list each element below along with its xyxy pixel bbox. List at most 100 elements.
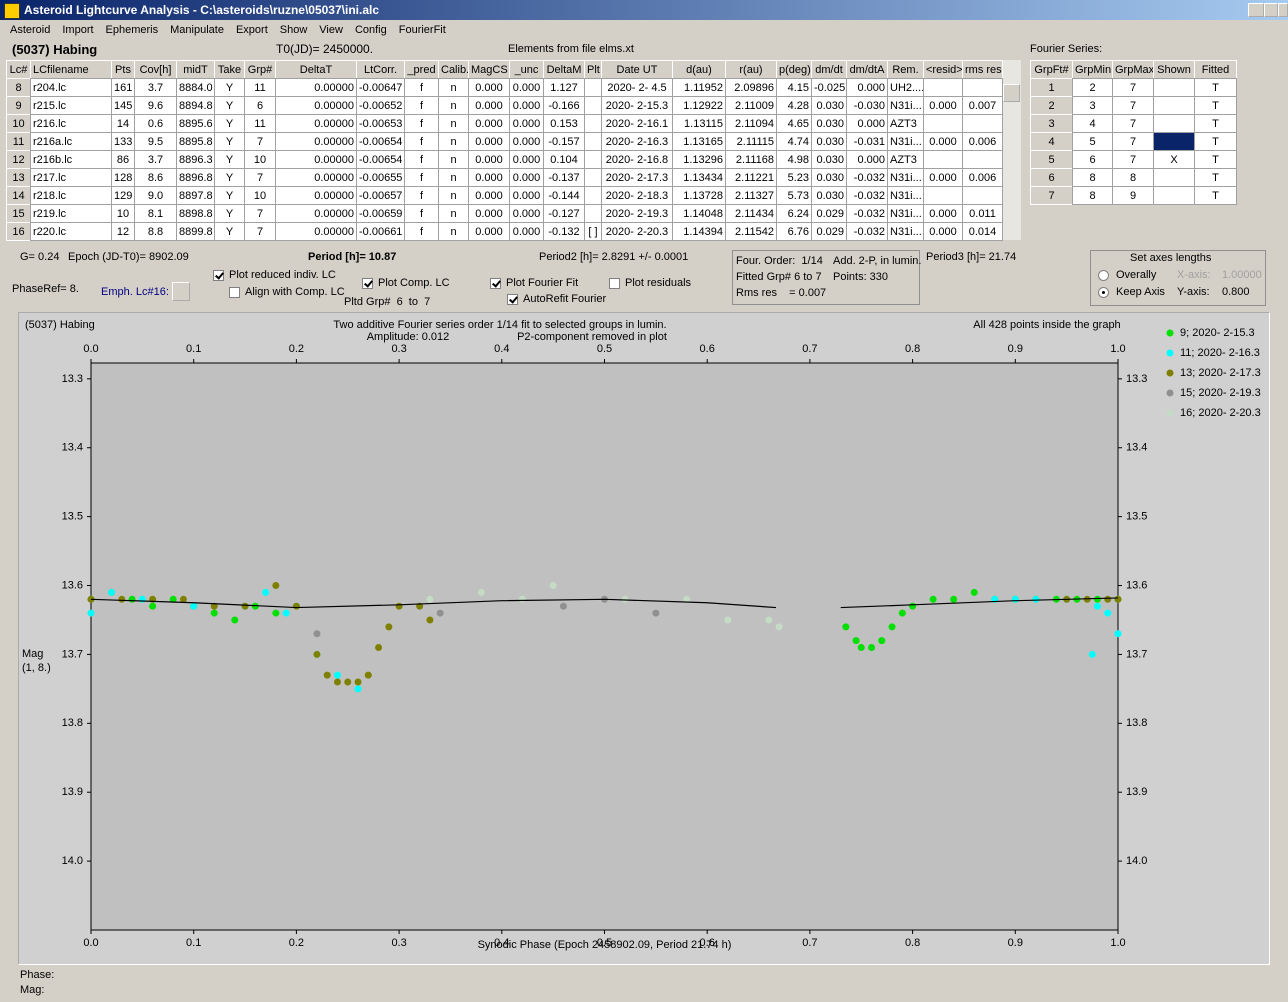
column-header[interactable]: Shown <box>1153 60 1195 79</box>
cell[interactable]: 0.007 <box>962 96 1003 115</box>
cell[interactable]: 1.127 <box>543 78 585 97</box>
column-header[interactable]: dm/dtA <box>846 60 888 79</box>
cell[interactable]: N31i... <box>887 204 924 223</box>
cell[interactable]: Y <box>214 150 245 169</box>
cell[interactable]: 3.7 <box>134 78 177 97</box>
cell[interactable]: 1.12922 <box>672 96 726 115</box>
cell[interactable]: 2.11009 <box>725 96 777 115</box>
cell[interactable] <box>584 168 602 187</box>
cell[interactable] <box>962 150 1003 169</box>
row-header[interactable]: 15 <box>6 204 31 223</box>
cell[interactable]: Y <box>214 78 245 97</box>
cell[interactable]: T <box>1194 168 1237 187</box>
cell[interactable]: 8894.8 <box>176 96 215 115</box>
radio[interactable] <box>1098 287 1109 298</box>
cell[interactable]: -0.032 <box>846 186 888 205</box>
cell[interactable]: 2.11221 <box>725 168 777 187</box>
cell[interactable]: 86 <box>111 150 135 169</box>
cell[interactable]: 0.00000 <box>275 150 357 169</box>
cell[interactable]: T <box>1194 96 1237 115</box>
column-header[interactable]: rms res <box>962 60 1003 79</box>
row-header[interactable]: 6 <box>1030 168 1073 187</box>
column-header[interactable]: <resid> <box>923 60 963 79</box>
cell[interactable]: 0.000 <box>468 222 510 241</box>
column-header[interactable]: LtCorr. <box>356 60 405 79</box>
cell[interactable]: 7 <box>1112 150 1154 169</box>
cell[interactable]: 2.11115 <box>725 132 777 151</box>
cell[interactable]: 0.000 <box>509 114 544 133</box>
cell[interactable]: 0.000 <box>923 168 963 187</box>
column-header[interactable]: Grp# <box>244 60 276 79</box>
cell[interactable]: 3 <box>1072 96 1113 115</box>
row-header[interactable]: 5 <box>1030 150 1073 169</box>
menu-item[interactable]: Export <box>235 24 268 36</box>
cell[interactable] <box>923 78 963 97</box>
cell[interactable]: Y <box>214 132 245 151</box>
cell[interactable]: 0.000 <box>468 186 510 205</box>
cell[interactable]: 2020- 2-19.3 <box>601 204 673 223</box>
cell[interactable]: n <box>438 186 469 205</box>
cell[interactable]: AZT3 <box>887 114 924 133</box>
cell[interactable]: 5.23 <box>776 168 812 187</box>
checkbox[interactable] <box>490 278 501 289</box>
cell[interactable]: 7 <box>1112 96 1154 115</box>
cell[interactable]: 7 <box>244 168 276 187</box>
cell[interactable]: X <box>1153 150 1195 169</box>
cell[interactable]: f <box>404 186 439 205</box>
cell[interactable]: 1.13434 <box>672 168 726 187</box>
spinner[interactable] <box>172 282 190 301</box>
cell[interactable]: 7 <box>244 222 276 241</box>
cell[interactable]: 9 <box>1112 186 1154 205</box>
cell[interactable]: 0.014 <box>962 222 1003 241</box>
cell[interactable]: r216a.lc <box>30 132 112 151</box>
cell[interactable]: -0.00655 <box>356 168 405 187</box>
cell[interactable]: T <box>1194 78 1237 97</box>
cell[interactable]: 8895.8 <box>176 132 215 151</box>
cell[interactable]: T <box>1194 132 1237 151</box>
cell[interactable]: 2020- 2-17.3 <box>601 168 673 187</box>
cell[interactable]: 10 <box>244 150 276 169</box>
column-header[interactable]: GrpFt# <box>1030 60 1073 79</box>
cell[interactable]: 0.000 <box>468 96 510 115</box>
cell[interactable]: 0.029 <box>811 222 847 241</box>
cell[interactable]: 8 <box>1112 168 1154 187</box>
checkbox[interactable] <box>362 278 373 289</box>
cell[interactable]: 0.011 <box>962 204 1003 223</box>
cell[interactable]: 1.13296 <box>672 150 726 169</box>
cell[interactable]: -0.00654 <box>356 150 405 169</box>
cell[interactable]: 2.11542 <box>725 222 777 241</box>
cell[interactable]: f <box>404 150 439 169</box>
cell[interactable]: n <box>438 168 469 187</box>
cell[interactable] <box>584 186 602 205</box>
cell[interactable]: r217.lc <box>30 168 112 187</box>
cell[interactable]: 0.030 <box>811 132 847 151</box>
cell[interactable]: -0.031 <box>846 132 888 151</box>
menu-item[interactable]: Show <box>279 24 308 36</box>
cell[interactable]: r216.lc <box>30 114 112 133</box>
cell[interactable]: N31i... <box>887 96 924 115</box>
cell[interactable]: 4.98 <box>776 150 812 169</box>
cell[interactable]: 2020- 2-18.3 <box>601 186 673 205</box>
column-header[interactable]: Pts <box>111 60 135 79</box>
cell[interactable]: 0.000 <box>468 114 510 133</box>
checkbox-label[interactable]: AutoRefit Fourier <box>523 293 607 305</box>
cell[interactable] <box>1153 78 1195 97</box>
cell[interactable]: 0.104 <box>543 150 585 169</box>
minimize-button[interactable] <box>1248 3 1264 17</box>
column-header[interactable]: DeltaM <box>543 60 585 79</box>
cell[interactable]: -0.157 <box>543 132 585 151</box>
cell[interactable]: 8 <box>1072 186 1113 205</box>
cell[interactable]: 133 <box>111 132 135 151</box>
cell[interactable]: [ ] <box>584 222 602 241</box>
cell[interactable]: 7 <box>244 204 276 223</box>
cell[interactable]: 2020- 2- 4.5 <box>601 78 673 97</box>
cell[interactable]: r218.lc <box>30 186 112 205</box>
cell[interactable]: 8895.6 <box>176 114 215 133</box>
row-header[interactable]: 14 <box>6 186 31 205</box>
column-header[interactable]: LCfilename <box>30 60 112 79</box>
checkbox[interactable] <box>213 270 224 281</box>
menu-item[interactable]: Manipulate <box>170 24 224 36</box>
row-header[interactable]: 4 <box>1030 132 1073 151</box>
column-header[interactable]: Plt <box>584 60 602 79</box>
cell[interactable]: 0.000 <box>923 96 963 115</box>
